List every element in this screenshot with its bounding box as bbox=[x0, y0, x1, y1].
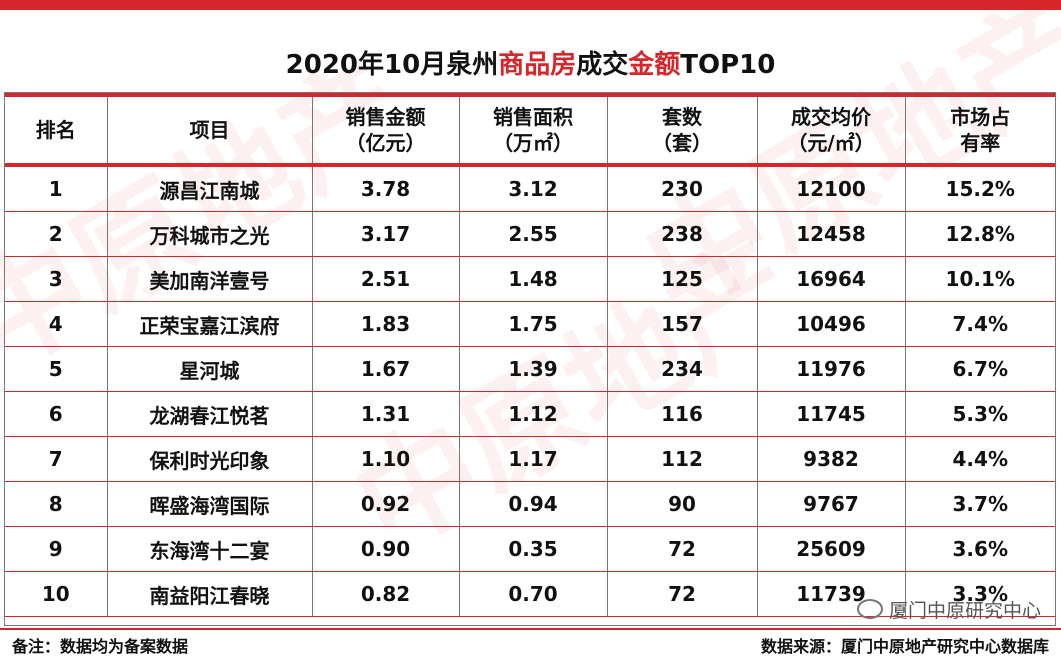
cell-rank: 1 bbox=[5, 165, 108, 212]
cell-sales-area: 1.39 bbox=[459, 346, 608, 392]
cell-avg-price: 16964 bbox=[757, 256, 906, 302]
table-frame bbox=[4, 92, 1056, 626]
cell-project: 万科城市之光 bbox=[107, 211, 313, 257]
cell-project: 美加南洋壹号 bbox=[107, 256, 313, 302]
cell-market-share: 4.4% bbox=[905, 436, 1055, 482]
cell-market-share: 10.1% bbox=[905, 256, 1055, 302]
cell-avg-price: 11745 bbox=[757, 391, 906, 437]
cell-sales-amount: 1.67 bbox=[312, 346, 460, 392]
cell-sales-area: 0.94 bbox=[459, 481, 608, 527]
cell-rank: 4 bbox=[5, 301, 108, 347]
table-header-row: 排名 项目 销售金额 （亿元） 销售面积 （万㎡） 套数 （套） 成交均价 （元/㎡） … bbox=[5, 93, 1055, 167]
table-row: 8 晖盛海湾国际 0.92 0.94 90 9767 3.7% bbox=[5, 481, 1055, 527]
wechat-account: 厦门中原研究中心 bbox=[856, 596, 1041, 623]
cell-sales-area: 1.75 bbox=[459, 301, 608, 347]
cell-units: 234 bbox=[607, 346, 758, 392]
cell-sales-area: 0.70 bbox=[459, 571, 608, 617]
table-row: 5 星河城 1.67 1.39 234 11976 6.7% bbox=[5, 346, 1055, 392]
top-accent-bar bbox=[0, 0, 1061, 10]
cell-units: 112 bbox=[607, 436, 758, 482]
table-row: 1 源昌江南城 3.78 3.12 230 12100 15.2% bbox=[5, 165, 1055, 212]
cell-market-share: 3.7% bbox=[905, 481, 1055, 527]
cell-rank: 10 bbox=[5, 571, 108, 617]
cell-market-share: 5.3% bbox=[905, 391, 1055, 437]
cell-market-share: 15.2% bbox=[905, 165, 1055, 212]
cell-project: 东海湾十二宴 bbox=[107, 526, 313, 572]
cell-units: 72 bbox=[607, 526, 758, 572]
cell-avg-price: 12458 bbox=[757, 211, 906, 257]
table-row: 3 美加南洋壹号 2.51 1.48 125 16964 10.1% bbox=[5, 256, 1055, 302]
cell-sales-amount: 1.10 bbox=[312, 436, 460, 482]
page-title: 2020年10月泉州商品房成交金额TOP10 bbox=[285, 50, 776, 80]
table-row: 6 龙湖春江悦茗 1.31 1.12 116 11745 5.3% bbox=[5, 391, 1055, 437]
cell-sales-amount: 0.90 bbox=[312, 526, 460, 572]
cell-sales-amount: 0.92 bbox=[312, 481, 460, 527]
cell-sales-amount: 2.51 bbox=[312, 256, 460, 302]
cell-units: 116 bbox=[607, 391, 758, 437]
data-source: 数据来源：厦门中原地产研究中心数据库 bbox=[760, 637, 1049, 656]
wechat-label: 厦门中原研究中心 bbox=[888, 600, 1041, 622]
bottom-accent-line bbox=[0, 628, 1061, 630]
cell-market-share: 12.8% bbox=[905, 211, 1055, 257]
cell-avg-price: 9767 bbox=[757, 481, 906, 527]
cell-sales-amount: 3.78 bbox=[312, 165, 460, 212]
cell-project: 南益阳江春晓 bbox=[107, 571, 313, 617]
table-row: 10 南益阳江春晓 0.82 0.70 72 11739 3.3% bbox=[5, 571, 1055, 617]
cell-sales-area: 3.12 bbox=[459, 165, 608, 212]
header-sales-amount: 销售金额 （亿元） bbox=[312, 93, 460, 167]
header-units: 套数 （套） bbox=[607, 93, 758, 167]
cell-avg-price: 12100 bbox=[757, 165, 906, 212]
table-row: 2 万科城市之光 3.17 2.55 238 12458 12.8% bbox=[5, 211, 1055, 257]
cell-sales-area: 1.17 bbox=[459, 436, 608, 482]
cell-sales-amount: 0.82 bbox=[312, 571, 460, 617]
wechat-icon bbox=[856, 599, 883, 619]
cell-avg-price: 10496 bbox=[757, 301, 906, 347]
cell-avg-price: 25609 bbox=[757, 526, 906, 572]
cell-units: 90 bbox=[607, 481, 758, 527]
cell-project: 星河城 bbox=[107, 346, 313, 392]
cell-project: 龙湖春江悦茗 bbox=[107, 391, 313, 437]
cell-sales-amount: 1.83 bbox=[312, 301, 460, 347]
cell-project: 保利时光印象 bbox=[107, 436, 313, 482]
cell-rank: 3 bbox=[5, 256, 108, 302]
header-project: 项目 bbox=[107, 93, 313, 167]
cell-sales-area: 1.12 bbox=[459, 391, 608, 437]
cell-sales-amount: 3.17 bbox=[312, 211, 460, 257]
cell-rank: 2 bbox=[5, 211, 108, 257]
cell-rank: 7 bbox=[5, 436, 108, 482]
footnote: 备注：数据均为备案数据 bbox=[12, 637, 189, 656]
cell-avg-price: 9382 bbox=[757, 436, 906, 482]
header-rank: 排名 bbox=[5, 93, 108, 167]
cell-units: 72 bbox=[607, 571, 758, 617]
cell-sales-amount: 1.31 bbox=[312, 391, 460, 437]
cell-sales-area: 1.48 bbox=[459, 256, 608, 302]
cell-market-share: 3.3% bbox=[905, 571, 1055, 617]
table-row: 9 东海湾十二宴 0.90 0.35 72 25609 3.6% bbox=[5, 526, 1055, 572]
cell-units: 157 bbox=[607, 301, 758, 347]
cell-market-share: 6.7% bbox=[905, 346, 1055, 392]
cell-project: 源昌江南城 bbox=[107, 165, 313, 212]
cell-rank: 5 bbox=[5, 346, 108, 392]
table-row: 7 保利时光印象 1.10 1.17 112 9382 4.4% bbox=[5, 436, 1055, 482]
header-sales-area: 销售面积 （万㎡） bbox=[459, 93, 608, 167]
cell-rank: 8 bbox=[5, 481, 108, 527]
header-market-share: 市场占 有率 bbox=[905, 93, 1055, 167]
cell-project: 正荣宝嘉江滨府 bbox=[107, 301, 313, 347]
cell-avg-price: 11976 bbox=[757, 346, 906, 392]
cell-units: 230 bbox=[607, 165, 758, 212]
cell-rank: 9 bbox=[5, 526, 108, 572]
cell-units: 238 bbox=[607, 211, 758, 257]
cell-rank: 6 bbox=[5, 391, 108, 437]
table-row: 4 正荣宝嘉江滨府 1.83 1.75 157 10496 7.4% bbox=[5, 301, 1055, 347]
header-avg-price: 成交均价 （元/㎡） bbox=[757, 93, 906, 167]
cell-market-share: 7.4% bbox=[905, 301, 1055, 347]
ranking-table: 排名 项目 销售金额 （亿元） 销售面积 （万㎡） 套数 （套） 成交均价 （元/㎡） … bbox=[5, 93, 1055, 617]
cell-sales-area: 0.35 bbox=[459, 526, 608, 572]
cell-units: 125 bbox=[607, 256, 758, 302]
cell-market-share: 3.6% bbox=[905, 526, 1055, 572]
cell-sales-area: 2.55 bbox=[459, 211, 608, 257]
cell-project: 晖盛海湾国际 bbox=[107, 481, 313, 527]
